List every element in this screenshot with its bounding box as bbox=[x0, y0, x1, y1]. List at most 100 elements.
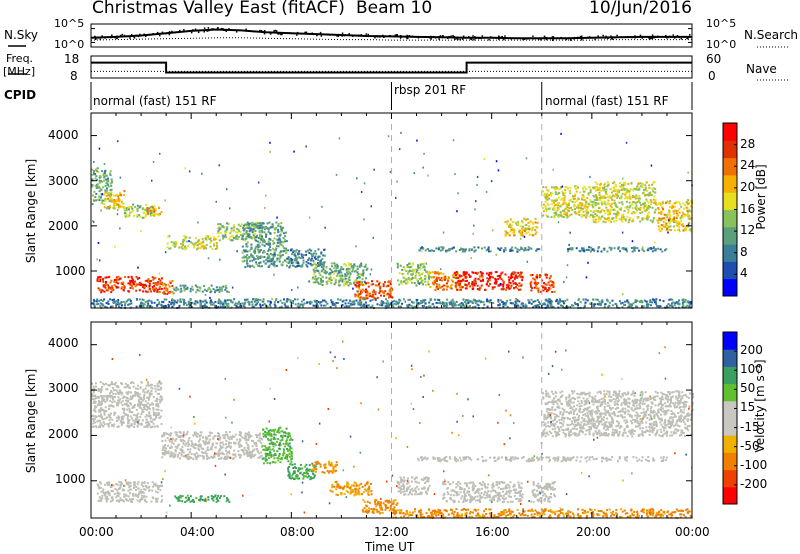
power-heatmap-cell bbox=[552, 281, 555, 284]
power-heatmap-cell bbox=[633, 249, 636, 252]
power-heatmap-cell bbox=[641, 186, 644, 188]
power-heatmap-cell bbox=[218, 228, 221, 231]
power-heatmap-cell bbox=[645, 181, 648, 184]
velocity-heatmap-cell bbox=[152, 403, 155, 406]
power-heatmap-cell bbox=[465, 302, 468, 305]
power-heatmap-cell bbox=[544, 206, 547, 209]
power-heatmap-cell bbox=[416, 304, 419, 307]
power-heatmap-cell bbox=[279, 256, 282, 259]
power-heatmap-cell bbox=[520, 246, 523, 249]
power-heatmap-cell bbox=[93, 304, 96, 307]
velocity-heatmap-cell bbox=[92, 385, 95, 388]
power-heatmap-cell bbox=[455, 286, 457, 289]
power-heatmap-cell bbox=[416, 139, 418, 142]
power-heatmap-cell bbox=[179, 284, 182, 287]
velocity-heatmap-cell bbox=[137, 419, 140, 422]
velocity-heatmap-cell bbox=[140, 422, 143, 425]
power-heatmap-cell bbox=[551, 281, 554, 283]
power-heatmap-cell bbox=[214, 300, 217, 303]
power-heatmap-cell bbox=[217, 235, 220, 238]
power-heatmap-cell bbox=[156, 290, 159, 293]
power-heatmap-cell bbox=[497, 300, 500, 303]
velocity-heatmap-cell bbox=[146, 390, 149, 393]
power-heatmap-cell bbox=[163, 287, 166, 290]
power-heatmap-cell bbox=[98, 299, 101, 302]
power-heatmap-cell bbox=[142, 299, 145, 301]
power-heatmap-cell bbox=[172, 244, 175, 246]
power-heatmap-cell bbox=[144, 285, 147, 288]
power-heatmap-cell bbox=[204, 288, 206, 291]
power-heatmap-cell bbox=[453, 275, 456, 278]
power-heatmap-cell bbox=[96, 178, 98, 181]
power-heatmap-cell bbox=[354, 295, 357, 298]
power-heatmap-cell bbox=[434, 298, 436, 301]
power-heatmap-cell bbox=[653, 180, 656, 183]
power-heatmap-cell bbox=[111, 305, 114, 308]
power-heatmap-cell bbox=[247, 224, 250, 227]
power-heatmap-cell bbox=[525, 224, 528, 226]
power-heatmap-cell bbox=[307, 259, 310, 262]
power-heatmap-cell bbox=[467, 273, 470, 276]
power-heatmap-cell bbox=[320, 263, 323, 266]
power-heatmap-cell bbox=[646, 302, 649, 305]
power-heatmap-cell bbox=[683, 228, 686, 231]
power-heatmap-cell bbox=[630, 183, 633, 186]
power-heatmap-cell bbox=[317, 248, 320, 251]
power-heatmap-cell bbox=[632, 302, 635, 305]
velocity-heatmap-cell bbox=[130, 403, 133, 406]
power-heatmap-cell bbox=[347, 280, 350, 283]
power-heatmap-cell bbox=[100, 202, 103, 205]
power-heatmap-cell bbox=[508, 281, 511, 284]
power-heatmap-cell bbox=[108, 276, 111, 278]
velocity-heatmap-cell bbox=[109, 400, 112, 403]
power-heatmap-cell bbox=[683, 300, 686, 303]
nsearch-line bbox=[90, 37, 692, 41]
power-heatmap-cell bbox=[670, 229, 673, 232]
power-heatmap-cell bbox=[652, 298, 655, 301]
power-heatmap-cell bbox=[647, 201, 650, 204]
power-heatmap-cell bbox=[564, 202, 567, 205]
power-heatmap-cell bbox=[261, 255, 264, 258]
power-heatmap-cell bbox=[415, 272, 418, 275]
power-heatmap-cell bbox=[319, 274, 322, 277]
power-heatmap-cell bbox=[557, 213, 560, 216]
power-heatmap-cell bbox=[596, 298, 599, 301]
power-heatmap-cell bbox=[620, 185, 623, 188]
power-heatmap-cell bbox=[243, 298, 246, 301]
power-heatmap-cell bbox=[114, 207, 117, 210]
power-heatmap-cell bbox=[436, 298, 439, 301]
power-heatmap-cell bbox=[613, 202, 616, 205]
power-heatmap-cell bbox=[456, 288, 458, 291]
power-heatmap-cell bbox=[521, 229, 524, 232]
power-heatmap-cell bbox=[151, 179, 153, 182]
power-heatmap-cell bbox=[572, 198, 575, 201]
power-heatmap-cell bbox=[597, 187, 600, 190]
power-heatmap-cell bbox=[225, 228, 228, 231]
power-heatmap-cell bbox=[452, 276, 455, 279]
power-heatmap-cell bbox=[351, 301, 354, 303]
power-heatmap-cell bbox=[358, 281, 361, 283]
power-heatmap-cell bbox=[662, 220, 665, 223]
power-heatmap-cell bbox=[167, 305, 170, 307]
power-heatmap-cell bbox=[399, 264, 402, 267]
power-heatmap-cell bbox=[354, 284, 357, 286]
power-heatmap-cell bbox=[601, 208, 604, 211]
power-heatmap-cell bbox=[564, 211, 567, 214]
power-heatmap-cell bbox=[420, 302, 423, 305]
power-heatmap-cell bbox=[520, 234, 523, 236]
power-heatmap-cell bbox=[460, 305, 463, 308]
power-heatmap-cell bbox=[624, 218, 627, 221]
power-heatmap-cell bbox=[526, 227, 529, 230]
power-heatmap-cell bbox=[667, 231, 669, 234]
power-heatmap-cell bbox=[181, 247, 184, 250]
power-heatmap-cell bbox=[274, 265, 277, 268]
power-heatmap-cell bbox=[645, 193, 648, 196]
power-heatmap-cell bbox=[493, 286, 496, 289]
power-heatmap-cell bbox=[107, 303, 110, 305]
power-heatmap-cell bbox=[595, 209, 598, 212]
power-heatmap-cell bbox=[204, 293, 207, 296]
power-heatmap-cell bbox=[588, 186, 591, 188]
power-heatmap-cell bbox=[263, 240, 266, 243]
power-heatmap-cell bbox=[112, 194, 115, 197]
power-heatmap-cell bbox=[250, 237, 253, 240]
